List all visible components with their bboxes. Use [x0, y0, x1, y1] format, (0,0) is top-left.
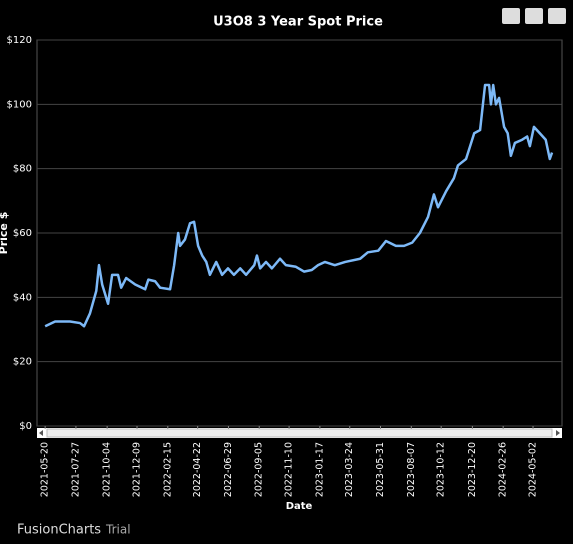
toolbar — [502, 8, 566, 24]
y-tick-label: $120 — [7, 35, 32, 46]
x-tick-label: 2023-03-24 — [344, 442, 355, 497]
reset-button[interactable] — [525, 8, 543, 24]
chart-title: U3O8 3 Year Spot Price — [213, 15, 383, 30]
x-tick-label: 2023-08-07 — [406, 442, 417, 497]
x-tick-label: 2023-10-12 — [436, 442, 447, 497]
x-tick-label: 2022-04-22 — [192, 442, 203, 497]
x-tick-label: 2022-06-29 — [223, 442, 234, 497]
x-tick-label: 2023-01-17 — [314, 442, 325, 497]
credit-suffix: Trial — [105, 523, 131, 537]
y-tick-label: $40 — [13, 292, 32, 303]
x-tick-label: 2021-05-20 — [40, 442, 51, 497]
x-tick-label: 2024-05-02 — [528, 442, 539, 497]
x-tick-label: 2022-11-10 — [284, 442, 295, 497]
credit-brand: FusionCharts — [17, 523, 101, 538]
x-tick-label: 2022-02-15 — [162, 442, 173, 497]
y-tick-label: $60 — [13, 228, 32, 239]
scrollbar — [37, 428, 562, 438]
y-tick-label: $0 — [19, 421, 32, 432]
x-tick-label: 2023-05-31 — [375, 442, 386, 497]
y-tick-label: $100 — [7, 99, 32, 110]
x-tick-label: 2021-12-09 — [132, 442, 143, 497]
price-line — [44, 83, 554, 328]
x-tick-label: 2021-07-27 — [70, 442, 81, 497]
y-tick-label: $80 — [13, 164, 32, 175]
x-axis-title: Date — [286, 501, 313, 512]
y-axis-title: Price $ — [0, 212, 10, 255]
pin-button[interactable] — [548, 8, 566, 24]
x-tick-label: 2023-12-20 — [467, 442, 478, 497]
x-tick-label: 2024-02-26 — [498, 442, 509, 497]
x-tick-label: 2022-09-05 — [254, 442, 265, 497]
zoom-out-button[interactable] — [502, 8, 520, 24]
x-tick-label: 2021-10-04 — [102, 442, 113, 497]
scroll-thumb[interactable] — [46, 428, 553, 438]
y-tick-label: $20 — [13, 357, 32, 368]
